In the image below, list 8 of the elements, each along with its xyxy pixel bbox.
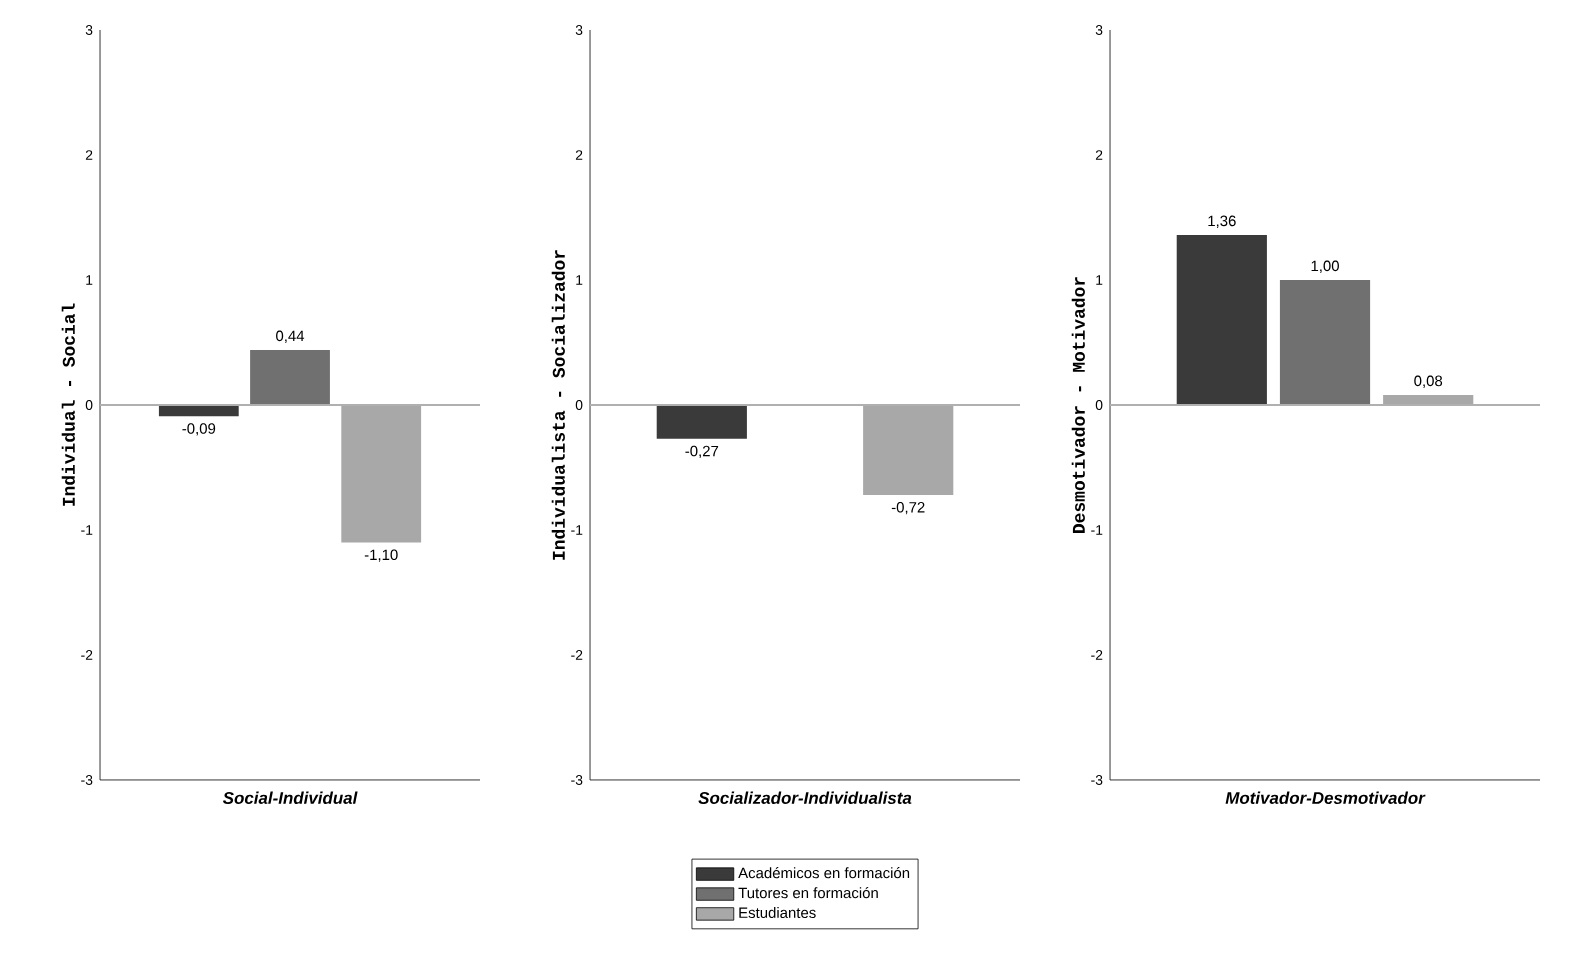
y-axis-title: Individualista - Socializador (551, 250, 565, 560)
x-axis-title: Socializador-Individualista (698, 791, 912, 804)
bar (1279, 279, 1371, 405)
x-axis-title: Motivador-Desmotivador (1225, 791, 1426, 804)
y-axis-title: Desmotivador - Motivador (1071, 277, 1085, 533)
x-axis-title: Social-Individual (222, 791, 358, 804)
bar (1176, 234, 1267, 405)
y-axis-title: Individual - Social (61, 303, 75, 506)
